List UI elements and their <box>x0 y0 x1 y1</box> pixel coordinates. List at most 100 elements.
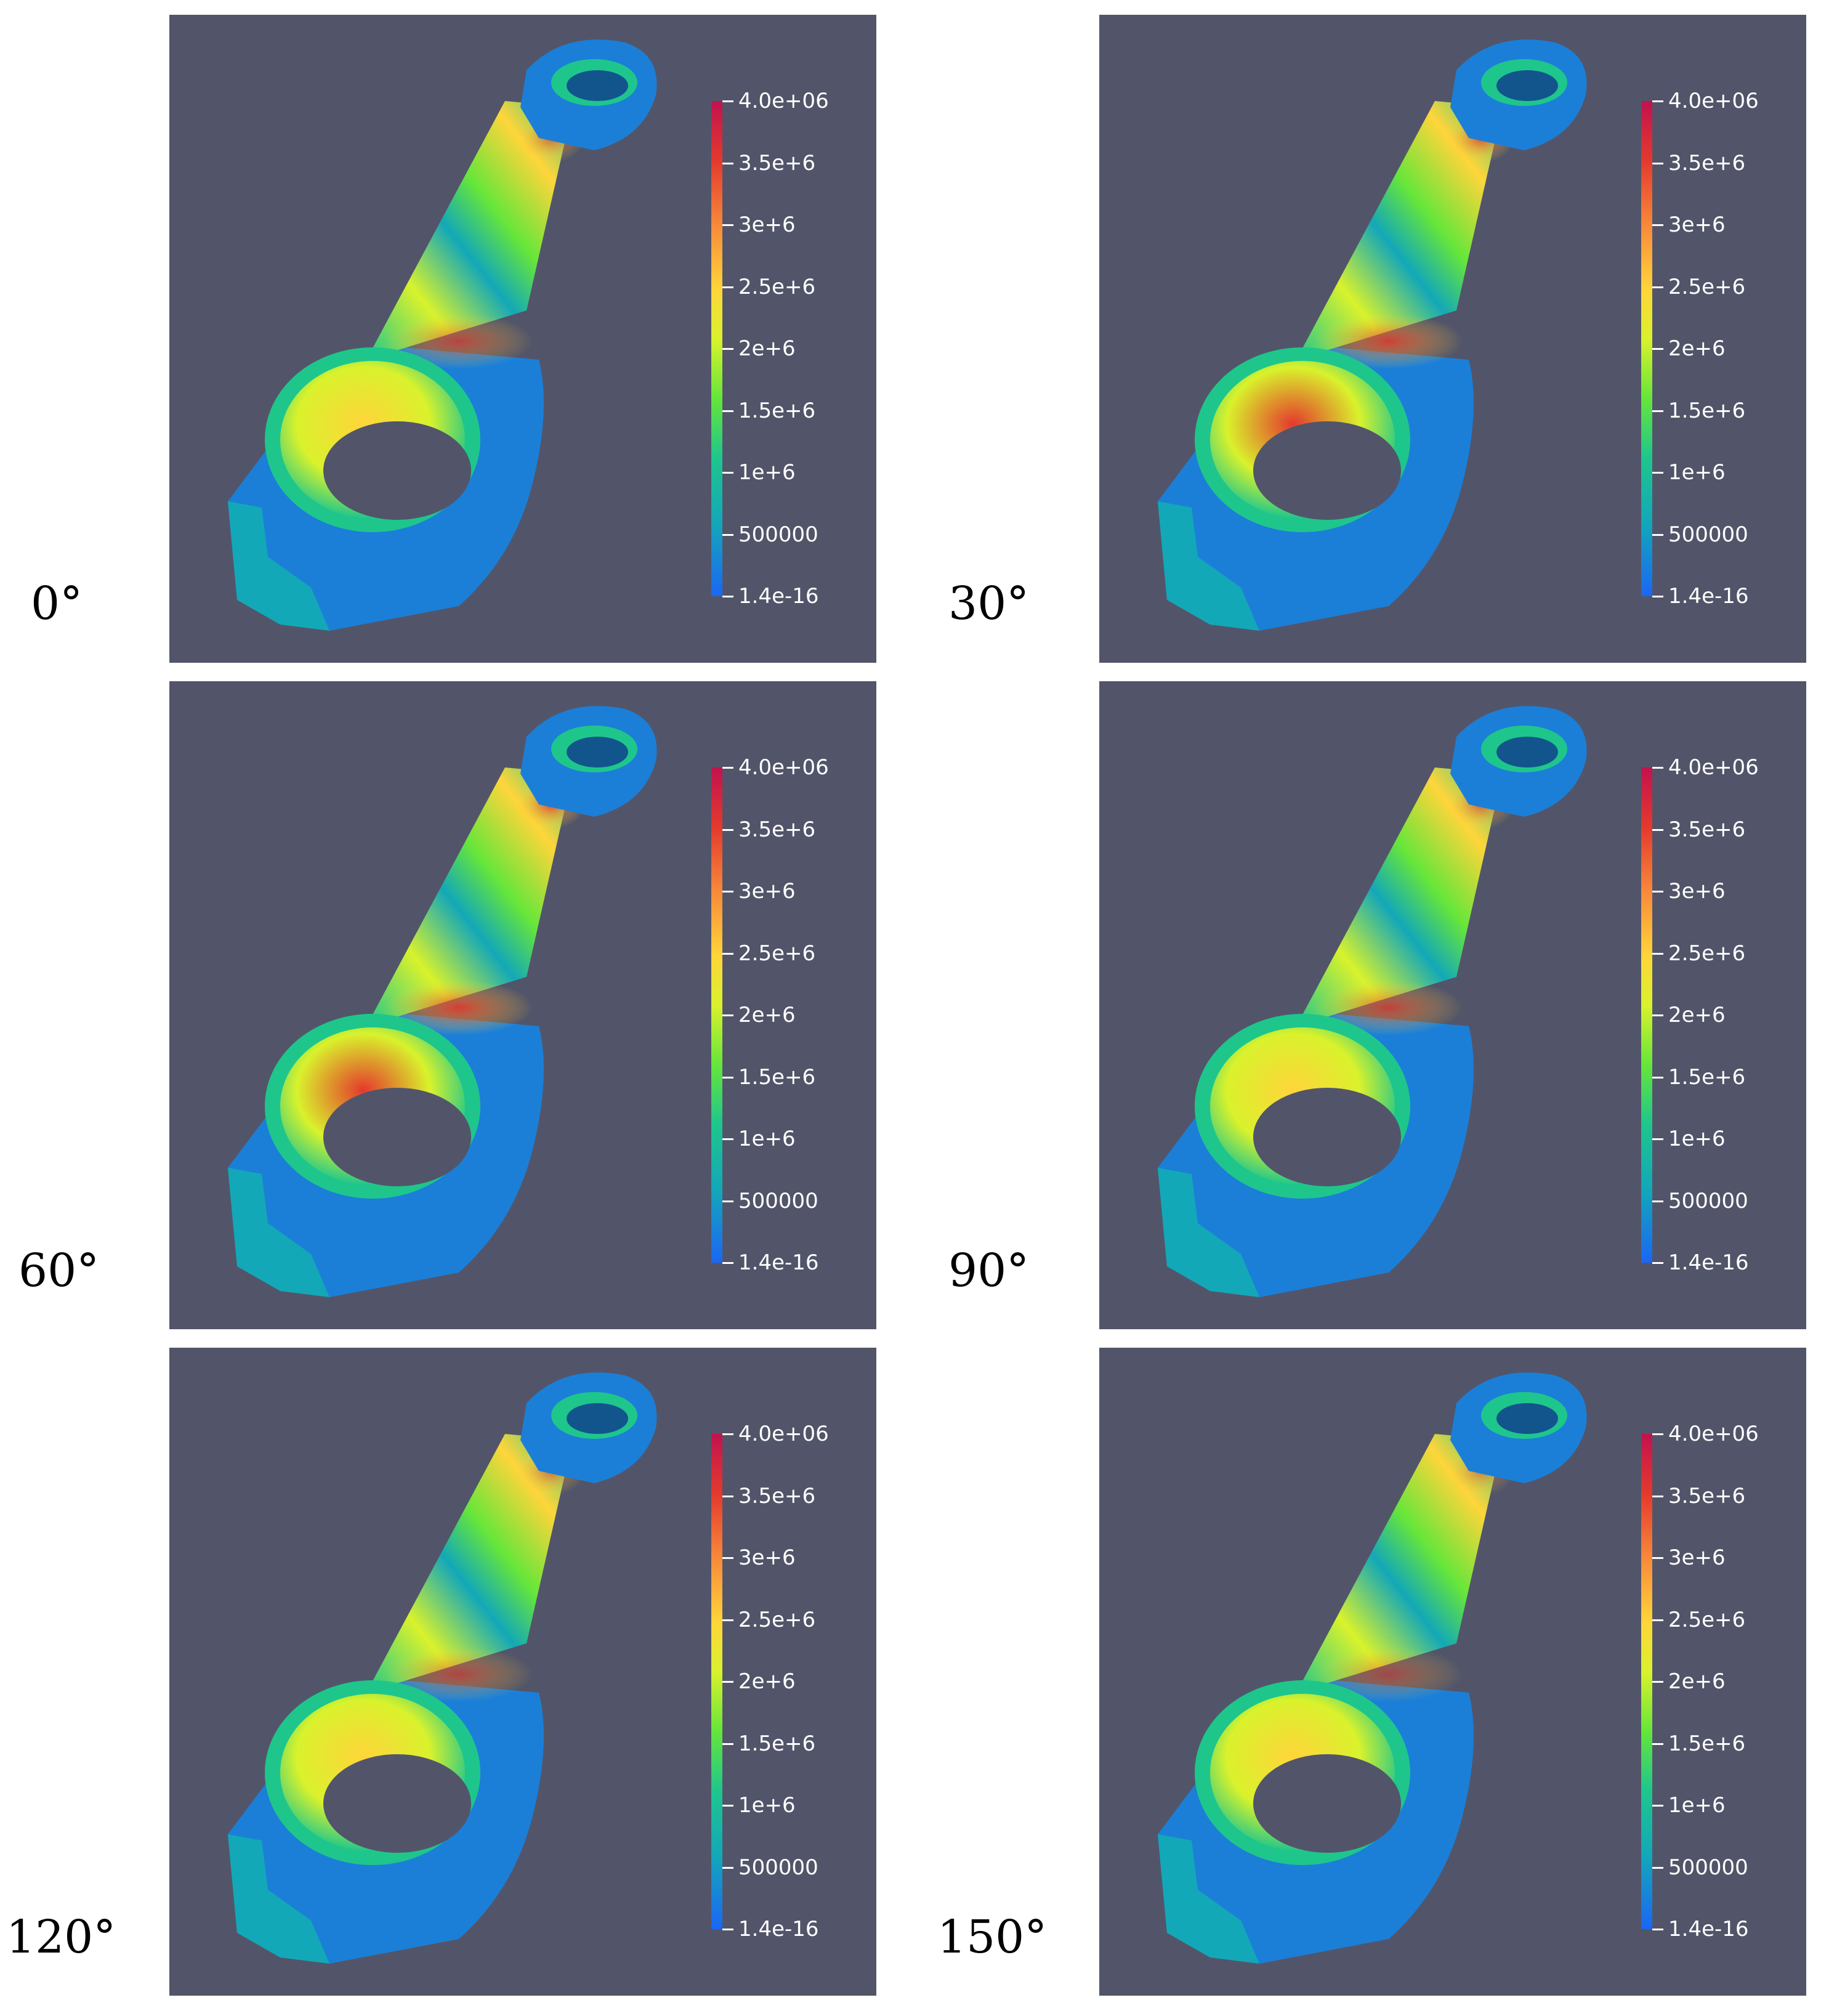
colorbar-tick-label: 1e+6 <box>1668 1127 1726 1151</box>
colorbar-tick <box>722 1557 733 1559</box>
small-end-hole <box>567 1403 628 1434</box>
colorbar-tick-label: 3e+6 <box>738 879 796 904</box>
colorbar-tick <box>1652 596 1663 597</box>
colorbar-tick-label: 1.5e+6 <box>1668 398 1746 423</box>
colorbar-tick <box>1652 1557 1663 1559</box>
colorbar-tick-label: 1.5e+6 <box>738 398 816 423</box>
colorbar-tick <box>1652 1138 1663 1140</box>
colorbar-tick <box>722 1138 733 1140</box>
rod-shaft <box>366 101 573 360</box>
colorbar: 4.0e+06 3.5e+6 3e+6 2.5e+6 2e+6 1.5e+6 1e+6 500… <box>1641 91 1806 609</box>
colorbar-tick <box>1652 767 1663 769</box>
colorbar-tick-label: 1e+6 <box>1668 1793 1726 1818</box>
colorbar-tick-label: 500000 <box>1668 1188 1748 1213</box>
colorbar-tick <box>1652 1495 1663 1497</box>
colorbar-tick-label: 1e+6 <box>738 1127 796 1151</box>
colorbar-tick <box>1652 891 1663 893</box>
colorbar-tick-label: 4.0e+06 <box>1668 755 1759 780</box>
stress-hotspot-shaft-base <box>1315 1646 1463 1702</box>
colorbar-tick-label: 500000 <box>738 1855 818 1880</box>
colorbar-tick <box>1652 162 1663 164</box>
fea-render <box>1158 39 1587 631</box>
colorbar-tick-label: 1.4e-16 <box>1668 1917 1749 1941</box>
connecting-rod <box>1158 39 1587 631</box>
colorbar-tick <box>1652 472 1663 474</box>
colorbar-tick <box>722 1619 733 1621</box>
connecting-rod <box>228 706 657 1297</box>
colorbar-tick-label: 2.5e+6 <box>738 1607 816 1632</box>
bearing-cap <box>1158 1168 1259 1297</box>
colorbar-tick <box>1652 1866 1663 1869</box>
connecting-rod <box>1158 1372 1587 1964</box>
colorbar-tick <box>722 162 733 164</box>
colorbar-tick <box>722 1805 733 1807</box>
angle-label: 90° <box>948 1244 1030 1297</box>
colorbar-tick <box>1652 1262 1663 1264</box>
connecting-rod <box>1158 706 1587 1297</box>
colorbar-tick-label: 2.5e+6 <box>1668 941 1746 966</box>
colorbar-gradient <box>1641 767 1652 1263</box>
colorbar-tick <box>1652 533 1663 536</box>
fea-render <box>1158 706 1587 1297</box>
colorbar-tick <box>722 100 733 102</box>
colorbar-tick-label: 500000 <box>738 522 818 547</box>
colorbar-tick-label: 3.5e+6 <box>1668 817 1746 842</box>
colorbar-tick-label: 3e+6 <box>1668 213 1726 237</box>
colorbar-tick <box>722 1866 733 1869</box>
small-end-hole <box>1496 70 1558 101</box>
stress-render-panel: 4.0e+06 3.5e+6 3e+6 2.5e+6 2e+6 1.5e+6 1e+6 500… <box>169 15 876 663</box>
colorbar-tick-label: 1.4e-16 <box>1668 584 1749 609</box>
colorbar-tick-label: 1.5e+6 <box>1668 1731 1746 1756</box>
bearing-cap <box>1158 501 1259 631</box>
colorbar-tick <box>1652 1929 1663 1930</box>
colorbar-tick-label: 1.4e-16 <box>738 1917 819 1941</box>
stress-render-panel: 4.0e+06 3.5e+6 3e+6 2.5e+6 2e+6 1.5e+6 1e+6 500… <box>169 1348 876 1996</box>
colorbar-tick-label: 4.0e+06 <box>738 1422 829 1446</box>
colorbar-tick-label: 3.5e+6 <box>738 817 816 842</box>
connecting-rod <box>228 39 657 631</box>
colorbar-tick <box>1652 1743 1663 1745</box>
fea-render <box>1158 1372 1587 1964</box>
colorbar-gradient <box>1641 101 1652 596</box>
rod-shaft <box>1296 101 1503 360</box>
colorbar-tick-label: 1e+6 <box>1668 460 1726 485</box>
colorbar-tick-label: 1e+6 <box>738 1793 796 1818</box>
bearing-cap <box>228 1168 329 1297</box>
colorbar-tick <box>722 596 733 597</box>
colorbar-tick <box>1652 1076 1663 1079</box>
colorbar-gradient <box>711 767 722 1263</box>
colorbar-tick-label: 4.0e+06 <box>1668 1422 1759 1446</box>
colorbar-tick <box>722 348 733 350</box>
colorbar-tick <box>722 891 733 893</box>
colorbar-tick <box>722 952 733 955</box>
colorbar-tick-label: 2.5e+6 <box>1668 274 1746 299</box>
colorbar: 4.0e+06 3.5e+6 3e+6 2.5e+6 2e+6 1.5e+6 1e+6 500… <box>1641 1423 1806 1941</box>
colorbar-tick <box>1652 952 1663 955</box>
colorbar-gradient <box>1641 1434 1652 1929</box>
colorbar-tick-label: 3e+6 <box>738 213 796 237</box>
colorbar-tick-label: 1.4e-16 <box>1668 1250 1749 1275</box>
colorbar-tick <box>722 1929 733 1930</box>
colorbar-tick <box>1652 1433 1663 1435</box>
colorbar-tick <box>1652 348 1663 350</box>
colorbar-tick-label: 4.0e+06 <box>738 755 829 780</box>
stress-hotspot-shaft-base <box>385 314 533 369</box>
colorbar-tick-label: 500000 <box>1668 1855 1748 1880</box>
fea-render <box>228 39 657 631</box>
colorbar-tick <box>722 1681 733 1683</box>
stress-render-panel: 4.0e+06 3.5e+6 3e+6 2.5e+6 2e+6 1.5e+6 1e+6 500… <box>1099 15 1806 663</box>
fea-render <box>228 706 657 1297</box>
stress-hotspot-shaft-base <box>1315 980 1463 1035</box>
angle-label: 0° <box>31 577 83 630</box>
colorbar-tick-label: 1.5e+6 <box>738 1731 816 1756</box>
colorbar-tick-label: 2e+6 <box>738 336 796 361</box>
stress-hotspot-shaft-base <box>385 1646 533 1702</box>
colorbar-tick-label: 1.5e+6 <box>1668 1064 1746 1090</box>
rod-shaft <box>1296 1434 1503 1693</box>
colorbar-tick <box>1652 1014 1663 1016</box>
colorbar-tick-label: 3.5e+6 <box>1668 150 1746 176</box>
colorbar-tick <box>722 1433 733 1435</box>
colorbar-gradient <box>711 1434 722 1929</box>
colorbar-tick <box>722 1743 733 1745</box>
stress-render-panel: 4.0e+06 3.5e+6 3e+6 2.5e+6 2e+6 1.5e+6 1e+6 500… <box>169 681 876 1329</box>
